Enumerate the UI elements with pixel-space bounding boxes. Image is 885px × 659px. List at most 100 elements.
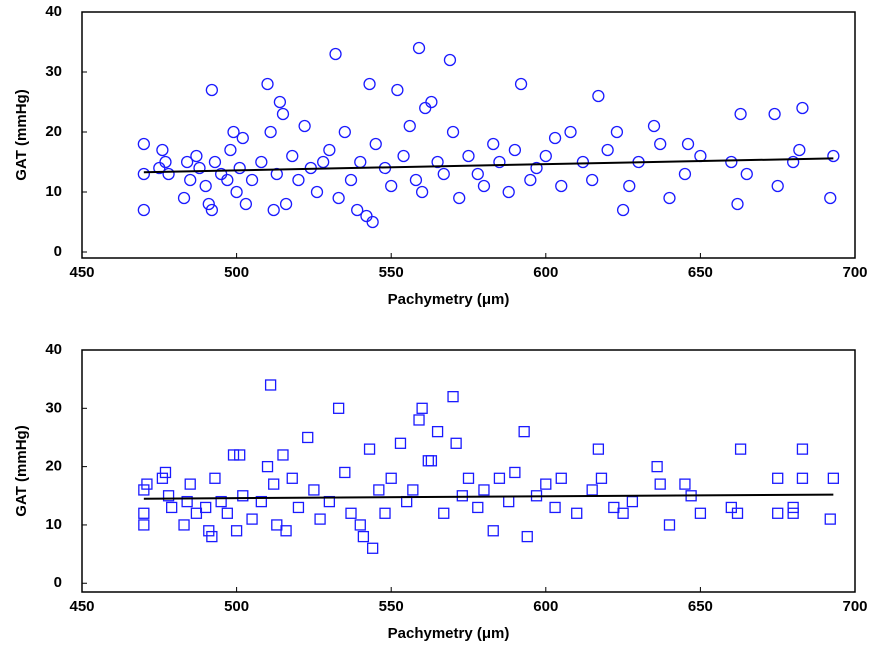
y-axis-label: GAT (mmHg) [13, 89, 30, 180]
point [261, 77, 274, 91]
point [796, 472, 809, 484]
point [345, 507, 357, 519]
point [610, 125, 624, 139]
point [768, 107, 781, 121]
point [237, 490, 249, 502]
point [681, 137, 695, 151]
point [138, 484, 150, 496]
point [138, 519, 150, 531]
point [608, 501, 620, 514]
point [221, 507, 233, 519]
point [357, 530, 370, 543]
point [323, 143, 336, 157]
point [509, 466, 521, 479]
point [292, 173, 305, 187]
point [366, 542, 379, 554]
y-tick-label: 10 [45, 516, 62, 533]
point [446, 125, 460, 139]
point [264, 379, 277, 391]
point [477, 179, 491, 193]
y-tick-label: 40 [45, 3, 62, 20]
point [772, 472, 784, 484]
point [329, 47, 342, 61]
point [209, 472, 221, 484]
point [626, 495, 639, 508]
point [555, 179, 568, 193]
point [595, 472, 608, 484]
point [425, 95, 438, 109]
point [694, 149, 707, 163]
point [205, 83, 219, 97]
point [824, 191, 837, 205]
point [564, 125, 577, 139]
point [199, 179, 212, 193]
point [202, 197, 215, 211]
point [208, 155, 222, 169]
x-tick-label: 600 [533, 264, 558, 281]
point [663, 519, 676, 531]
point [431, 155, 444, 169]
x-axis-label: Pachymetry (μm) [388, 625, 510, 642]
point [332, 191, 345, 205]
point [502, 185, 515, 199]
point [190, 507, 203, 519]
point [503, 495, 515, 508]
point [138, 507, 150, 519]
y-tick-label: 30 [45, 399, 62, 416]
point [796, 101, 809, 115]
point [576, 155, 590, 169]
point [540, 478, 552, 490]
point [524, 173, 537, 187]
point [772, 507, 784, 519]
y-tick-label: 20 [45, 123, 62, 140]
point [267, 203, 280, 217]
point [166, 501, 178, 514]
point [796, 443, 809, 455]
point [493, 155, 506, 169]
x-tick-label: 450 [69, 598, 94, 615]
point [623, 179, 636, 193]
point [419, 101, 432, 115]
point [787, 155, 800, 169]
point [277, 449, 289, 461]
point [592, 443, 605, 455]
point [354, 155, 367, 169]
x-tick-label: 600 [533, 598, 558, 615]
point [725, 155, 738, 169]
x-tick-label: 650 [688, 598, 713, 615]
point [379, 507, 391, 519]
point [409, 173, 423, 187]
point [233, 161, 246, 175]
point [787, 501, 799, 514]
point [694, 507, 707, 519]
plot-frame [81, 11, 856, 259]
point [227, 449, 240, 461]
point [539, 149, 552, 163]
point [827, 472, 840, 484]
point [571, 507, 583, 519]
point [360, 209, 373, 223]
point [363, 443, 376, 455]
point [230, 185, 243, 199]
point [137, 203, 150, 217]
point [403, 119, 416, 133]
point [292, 501, 305, 514]
point [156, 472, 169, 484]
point [443, 53, 457, 67]
x-tick-label: 700 [842, 598, 867, 615]
point [508, 143, 522, 157]
point [190, 149, 203, 163]
point [181, 495, 193, 508]
point [462, 149, 475, 163]
point [298, 119, 311, 133]
point [159, 155, 172, 169]
point [592, 89, 605, 103]
point [521, 530, 533, 543]
trend-line [143, 493, 834, 500]
point [332, 402, 345, 414]
point [487, 137, 500, 151]
point [453, 191, 466, 205]
point [456, 490, 468, 502]
point [530, 161, 543, 175]
